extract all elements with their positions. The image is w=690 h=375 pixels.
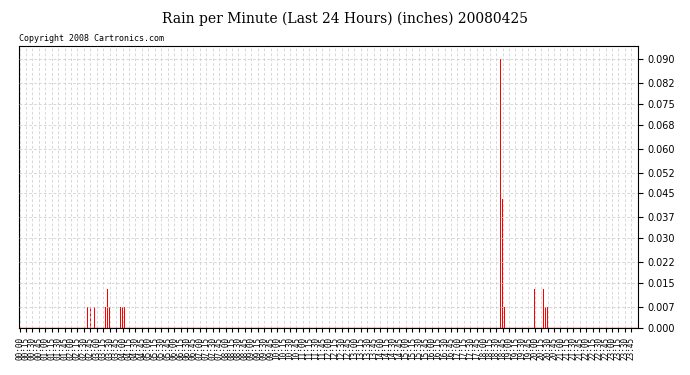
Text: Copyright 2008 Cartronics.com: Copyright 2008 Cartronics.com (19, 34, 164, 43)
Text: Rain per Minute (Last 24 Hours) (inches) 20080425: Rain per Minute (Last 24 Hours) (inches)… (162, 11, 528, 26)
